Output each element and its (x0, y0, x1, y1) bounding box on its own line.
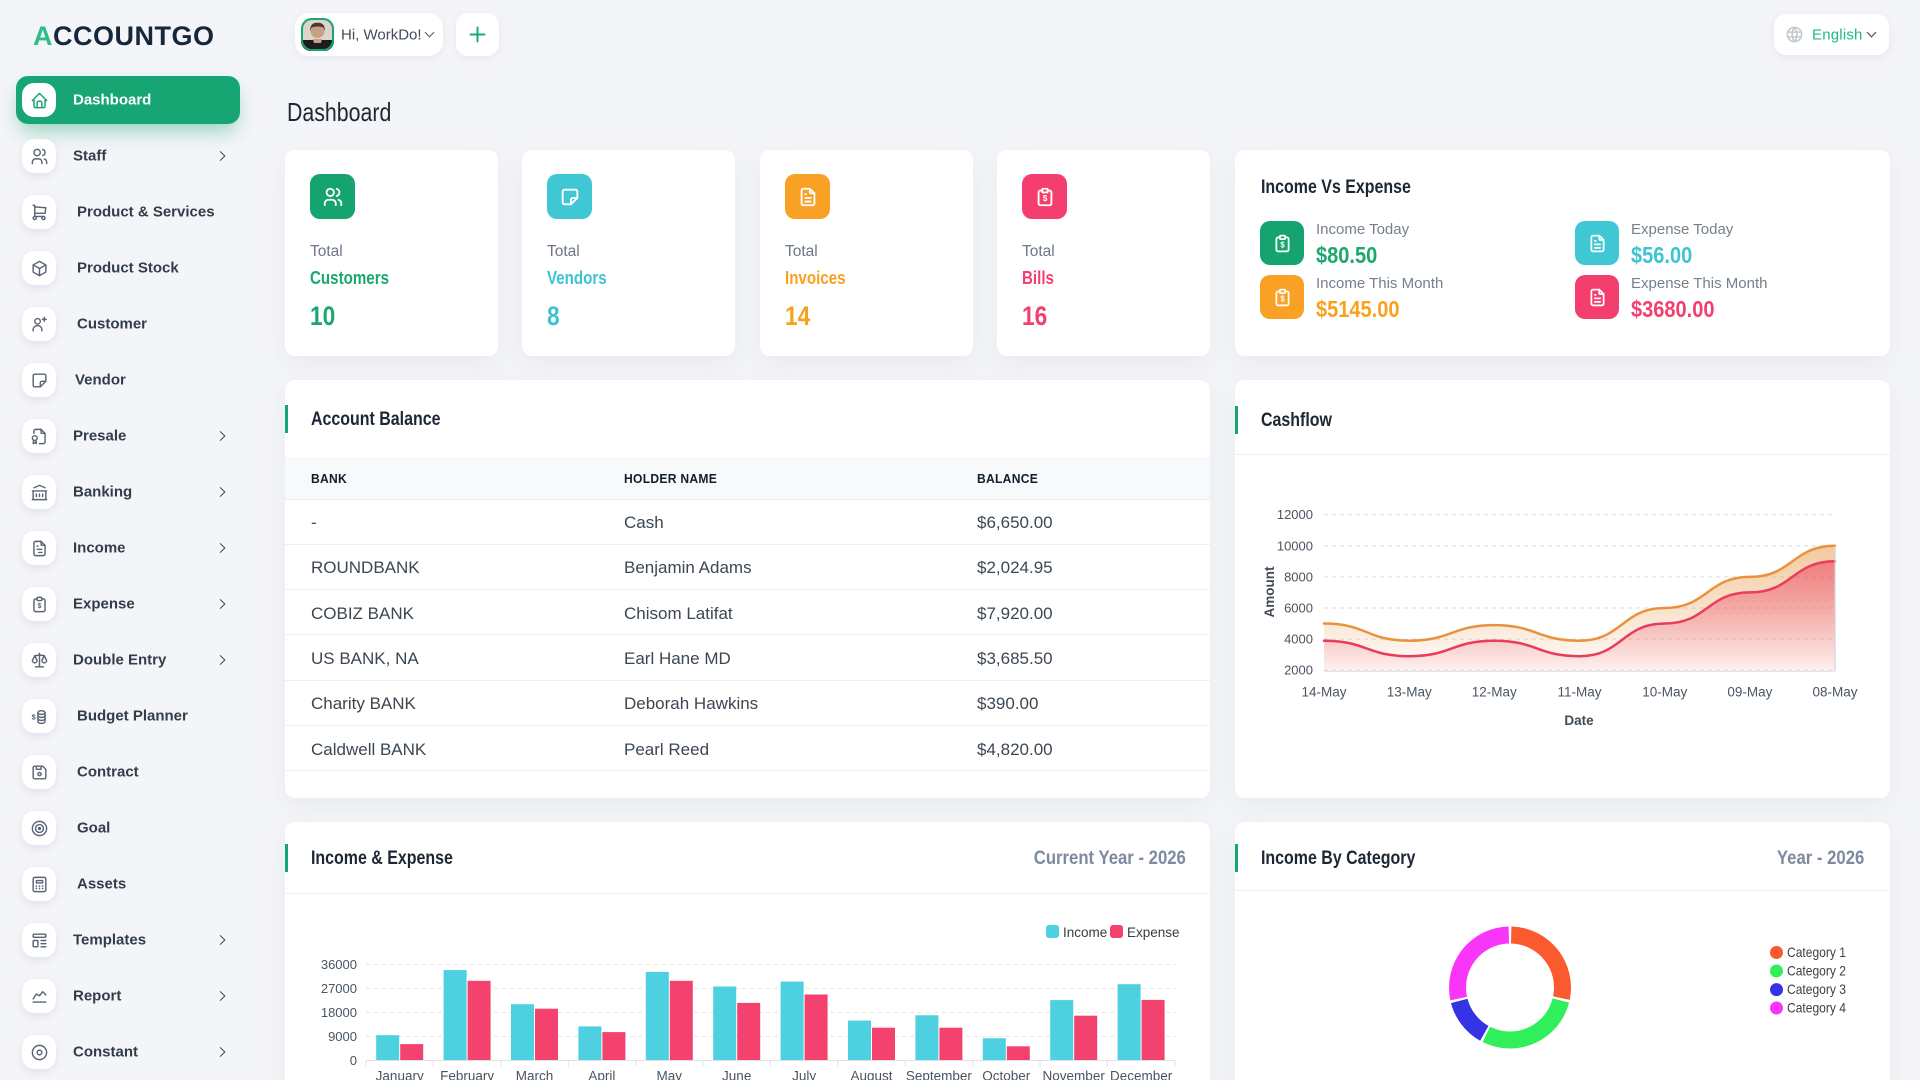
svg-text:October: October (982, 1069, 1031, 1080)
svg-text:13-May: 13-May (1387, 685, 1432, 700)
svg-text:14-May: 14-May (1301, 685, 1346, 700)
svg-text:4000: 4000 (1284, 632, 1313, 647)
svg-text:Category 1: Category 1 (1787, 944, 1846, 960)
svg-text:08-May: 08-May (1812, 685, 1857, 700)
svg-text:Date: Date (1564, 713, 1594, 728)
svg-text:$: $ (37, 602, 41, 610)
svg-text:8000: 8000 (1284, 569, 1313, 584)
svg-text:$: $ (1042, 194, 1047, 203)
svg-text:0: 0 (350, 1053, 357, 1068)
svg-text:January: January (376, 1069, 424, 1080)
svg-text:12-May: 12-May (1472, 685, 1517, 700)
svg-text:09-May: 09-May (1727, 685, 1772, 700)
svg-text:$: $ (1280, 240, 1285, 249)
svg-text:6000: 6000 (1284, 601, 1313, 616)
svg-text:February: February (440, 1069, 494, 1080)
svg-text:May: May (657, 1069, 683, 1080)
svg-text:June: June (722, 1069, 751, 1080)
svg-text:18000: 18000 (321, 1005, 357, 1020)
svg-text:$: $ (31, 712, 36, 721)
svg-text:July: July (792, 1069, 816, 1080)
svg-text:36000: 36000 (321, 957, 357, 972)
svg-text:11-May: 11-May (1557, 685, 1601, 700)
svg-text:Category 4: Category 4 (1787, 1000, 1846, 1016)
svg-text:10000: 10000 (1277, 538, 1313, 553)
svg-text:Category 3: Category 3 (1787, 981, 1846, 997)
svg-text:2000: 2000 (1284, 663, 1313, 678)
svg-text:Category 2: Category 2 (1787, 963, 1846, 979)
svg-text:March: March (516, 1069, 554, 1080)
svg-text:September: September (906, 1069, 973, 1080)
svg-text:10-May: 10-May (1642, 685, 1687, 700)
svg-text:9000: 9000 (328, 1029, 357, 1044)
svg-text:November: November (1043, 1069, 1106, 1080)
svg-text:April: April (588, 1069, 615, 1080)
svg-text:12000: 12000 (1277, 507, 1313, 522)
svg-text:December: December (1110, 1069, 1173, 1080)
svg-text:Amount: Amount (1262, 566, 1277, 617)
svg-text:27000: 27000 (321, 981, 357, 996)
svg-text:$: $ (1280, 294, 1285, 303)
svg-text:August: August (850, 1069, 892, 1080)
